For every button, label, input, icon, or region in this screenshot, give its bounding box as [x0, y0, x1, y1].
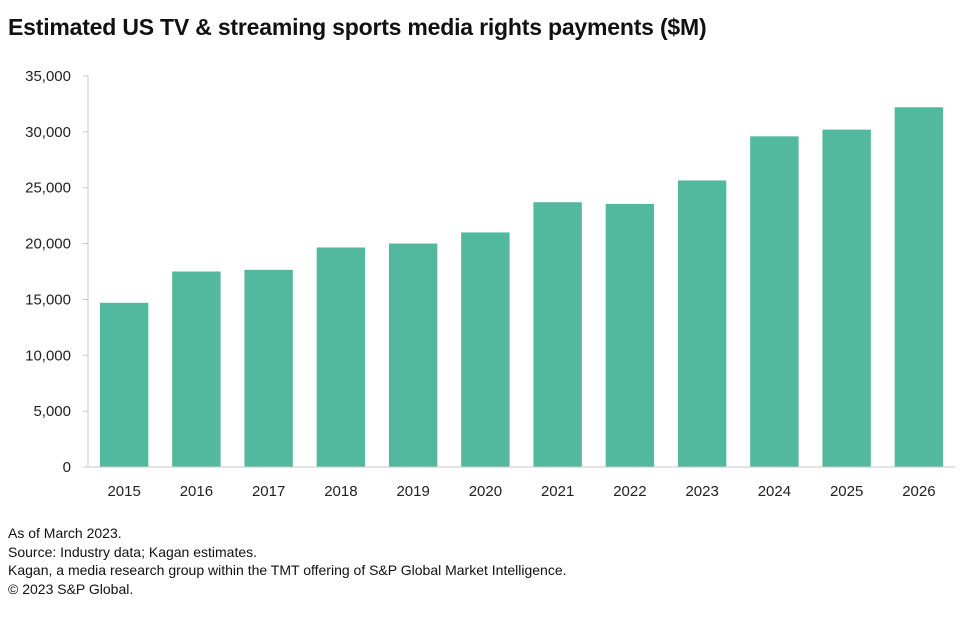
x-tick-label: 2026	[902, 483, 935, 500]
y-tick-label: 35,000	[25, 68, 71, 85]
bar-2022	[605, 203, 655, 467]
bar-2019	[388, 243, 438, 467]
x-axis: 2015 2016 2017 2018 2019 2020 2021 2022 2023 2024…	[88, 466, 955, 500]
bar-2017	[244, 269, 293, 467]
chart-title: Estimated US TV & streaming sports media…	[8, 14, 707, 40]
x-tick-label: 2021	[541, 483, 574, 500]
footnote-kagan: Kagan, a media research group within the…	[8, 562, 567, 578]
bar-chart: 0 5,000 10,000 15,000 20,000 25,000 30,000 35,0…	[25, 68, 955, 500]
bar-2026	[894, 107, 944, 467]
x-tick-label: 2024	[758, 483, 791, 500]
x-tick-label: 2025	[830, 483, 863, 500]
bar-2023	[677, 180, 727, 467]
y-tick-label: 15,000	[25, 291, 71, 308]
x-tick-label: 2015	[107, 483, 140, 500]
bar-2025	[822, 129, 871, 467]
y-tick-label: 20,000	[25, 236, 71, 253]
bar-2024	[750, 136, 799, 467]
bar-2020	[461, 232, 510, 467]
bar-2018	[316, 247, 366, 467]
y-tick-label: 25,000	[25, 180, 71, 197]
y-tick-label: 5,000	[33, 403, 71, 420]
y-tick-label: 0	[63, 459, 71, 476]
footnote-source: Source: Industry data; Kagan estimates.	[8, 543, 258, 560]
footnote-copyright: © 2023 S&P Global.	[8, 580, 134, 597]
x-tick-label: 2017	[252, 483, 285, 500]
footnotes: As of March 2023. Source: Industry data;…	[8, 524, 567, 598]
bar-2021	[533, 202, 582, 468]
y-axis: 0 5,000 10,000 15,000 20,000 25,000 30,000 35,0…	[25, 68, 89, 476]
x-tick-label: 2023	[685, 483, 718, 500]
bars	[99, 107, 944, 468]
bar-2015	[99, 302, 149, 467]
footnote-as-of: As of March 2023.	[8, 525, 122, 541]
x-tick-label: 2022	[613, 483, 646, 500]
x-tick-label: 2019	[396, 483, 429, 500]
x-tick-label: 2018	[324, 483, 357, 500]
bar-2016	[172, 271, 221, 467]
x-tick-label: 2020	[469, 483, 502, 500]
y-tick-label: 10,000	[25, 347, 71, 364]
x-tick-label: 2016	[180, 483, 213, 500]
y-tick-label: 30,000	[25, 124, 71, 141]
